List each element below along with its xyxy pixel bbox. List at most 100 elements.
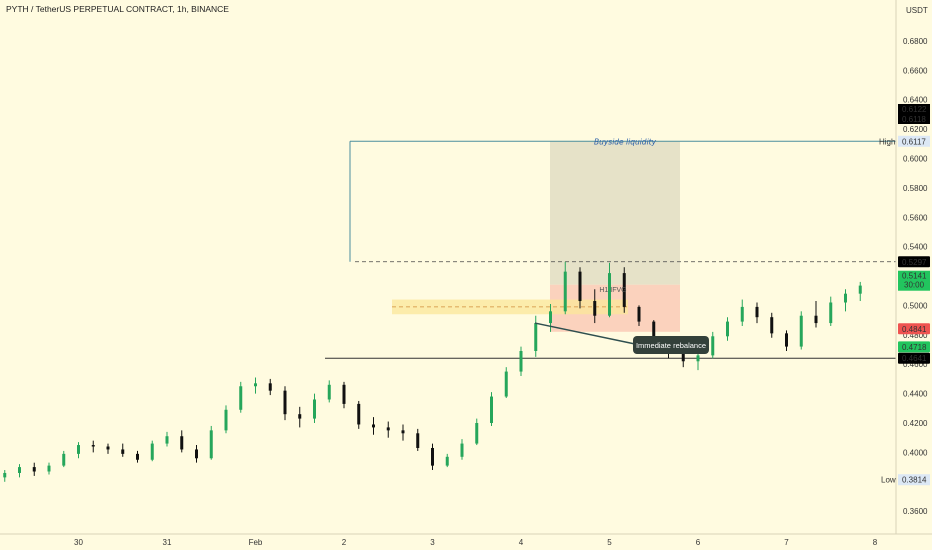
candle: [490, 392, 493, 426]
time-tick: 31: [163, 538, 172, 547]
price-tick: 0.6400: [903, 96, 928, 105]
candle-body: [637, 306, 641, 322]
time-tick: 5: [607, 538, 612, 547]
callout-pointer: [534, 322, 636, 345]
candle-body: [121, 449, 125, 454]
candle: [180, 430, 184, 453]
dashed-level-value: 0.5297: [902, 258, 927, 267]
candle-body: [268, 383, 272, 391]
candle-body: [726, 321, 729, 337]
target-bg: [898, 104, 930, 124]
fvg-label: H1 IFVG: [599, 287, 626, 294]
candle-body: [534, 323, 538, 351]
candle-body: [239, 386, 243, 410]
candle-body: [490, 396, 493, 424]
candle: [195, 445, 198, 463]
buyside-liquidity-label: Buyside liquidity: [594, 137, 657, 146]
candle-body: [740, 306, 744, 322]
candle: [121, 443, 125, 457]
candle: [342, 381, 346, 409]
price-tick: 0.5000: [903, 301, 928, 310]
candle-body: [283, 390, 287, 415]
candle-body: [696, 355, 700, 362]
candle: [622, 267, 626, 313]
candle: [401, 424, 405, 441]
candle: [578, 267, 582, 309]
candle-body: [829, 302, 833, 324]
candle-body: [799, 315, 803, 347]
candle-body: [313, 399, 316, 419]
candle: [770, 312, 774, 338]
candle-body: [460, 443, 464, 457]
candle: [386, 421, 390, 438]
candle-body: [681, 353, 685, 362]
candle: [165, 431, 169, 447]
candle: [445, 453, 449, 468]
price-tick: 0.5600: [903, 213, 928, 222]
stop-level-value: 0.4841: [902, 325, 927, 334]
price-tick: 0.6600: [903, 66, 928, 75]
candle-body: [386, 427, 390, 431]
candle-body: [431, 447, 434, 466]
time-tick: 6: [696, 538, 701, 547]
candle-body: [549, 311, 552, 324]
candle-body: [858, 285, 862, 294]
candle: [47, 462, 51, 475]
candle-body: [622, 273, 626, 307]
candle-body: [91, 445, 95, 447]
candle-body: [578, 271, 582, 302]
candle: [696, 350, 700, 371]
candle: [77, 442, 80, 459]
dashed-level-value-bg: [898, 256, 930, 268]
callout-label: Immediate rebalance: [636, 341, 706, 350]
candle: [106, 443, 110, 454]
currency-label: USDT: [906, 6, 928, 15]
candle: [785, 330, 788, 351]
time-axis[interactable]: 30 31 Feb 2 3 4 5 6 7 8: [74, 538, 878, 547]
chart-title: PYTH / TetherUS PERPETUAL CONTRACT, 1h, …: [6, 4, 229, 14]
high-label: High: [879, 137, 895, 146]
price-tick: 0.4000: [903, 448, 928, 457]
price-tick: 0.4400: [903, 390, 928, 399]
candle: [224, 405, 228, 434]
target-bottom-value: 0.6118: [902, 115, 926, 124]
time-tick: 4: [519, 538, 524, 547]
lines-layer: [325, 140, 896, 359]
candle-body: [209, 430, 213, 459]
candle: [327, 380, 331, 403]
support-level-value: 0.4641: [902, 354, 927, 363]
candle: [829, 296, 833, 327]
countdown-value: 30:00: [904, 281, 925, 290]
low-label: Low: [881, 476, 896, 485]
candle: [136, 450, 139, 463]
candle-body: [814, 315, 818, 324]
time-tick: 8: [873, 538, 878, 547]
current-price-value: 0.5141: [902, 272, 927, 281]
candle-body: [445, 456, 449, 466]
candle: [740, 299, 744, 327]
callout-box: [633, 336, 709, 354]
candle: [563, 261, 567, 315]
candle-body: [62, 453, 66, 466]
candle: [283, 386, 287, 421]
candle-body: [18, 467, 21, 473]
candle-body: [755, 306, 759, 318]
annotations-layer: Buyside liquidity H1 IFVG Immediate rebala…: [534, 137, 709, 354]
candle: [799, 311, 803, 350]
profit-zone: [550, 141, 680, 285]
candle-body: [357, 403, 361, 425]
price-tick: 0.6800: [903, 37, 928, 46]
low-value: 0.3814: [902, 476, 927, 485]
candle: [3, 470, 7, 482]
candle-body: [563, 271, 567, 312]
high-value-bg: [898, 135, 930, 147]
candle: [637, 305, 641, 327]
candle-body: [3, 472, 7, 478]
candle: [150, 440, 154, 462]
candle: [608, 262, 611, 318]
candles-layer: [3, 261, 862, 482]
candle: [814, 301, 818, 328]
candle: [18, 464, 21, 478]
price-tick: 0.5800: [903, 184, 928, 193]
